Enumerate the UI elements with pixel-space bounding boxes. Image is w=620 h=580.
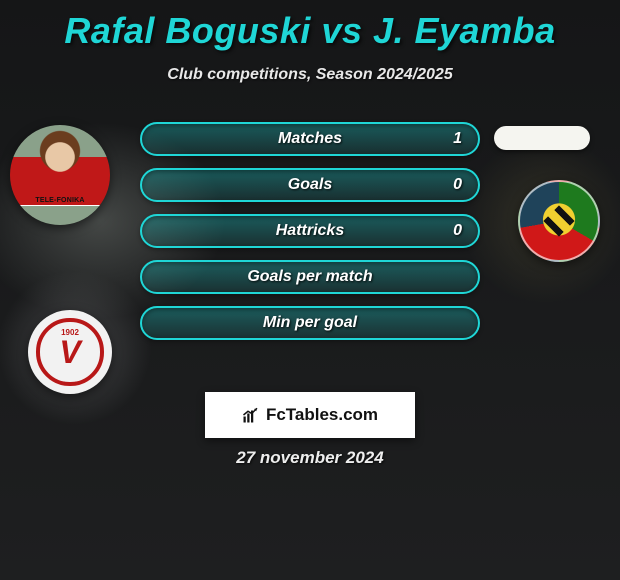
brand-logo-icon	[242, 406, 260, 424]
page-title: Rafal Boguski vs J. Eyamba	[0, 0, 620, 52]
stats-panel: Matches 1 Goals 0 Hattricks 0 Goals per …	[140, 122, 480, 352]
stat-row-hattricks: Hattricks 0	[140, 214, 480, 248]
stat-label: Goals per match	[247, 268, 372, 286]
player-right-pill	[494, 126, 590, 150]
brand-box[interactable]: FcTables.com	[205, 392, 415, 438]
stat-value-right: 0	[453, 176, 462, 194]
club-crest-left: 1902	[28, 310, 112, 394]
stat-row-goals: Goals 0	[140, 168, 480, 202]
subtitle: Club competitions, Season 2024/2025	[0, 66, 620, 84]
stat-row-min-per-goal: Min per goal	[140, 306, 480, 340]
stat-row-goals-per-match: Goals per match	[140, 260, 480, 294]
stat-label: Hattricks	[276, 222, 344, 240]
stat-value-right: 0	[453, 222, 462, 240]
crest-year: 1902	[28, 328, 112, 337]
stat-label: Goals	[288, 176, 332, 194]
club-crest-right	[518, 180, 600, 262]
brand-name: FcTables.com	[266, 405, 378, 425]
stat-value-right: 1	[453, 130, 462, 148]
stat-label: Min per goal	[263, 314, 357, 332]
stat-label: Matches	[278, 130, 342, 148]
date-label: 27 november 2024	[0, 448, 620, 468]
player-left-avatar	[10, 125, 110, 225]
stat-row-matches: Matches 1	[140, 122, 480, 156]
